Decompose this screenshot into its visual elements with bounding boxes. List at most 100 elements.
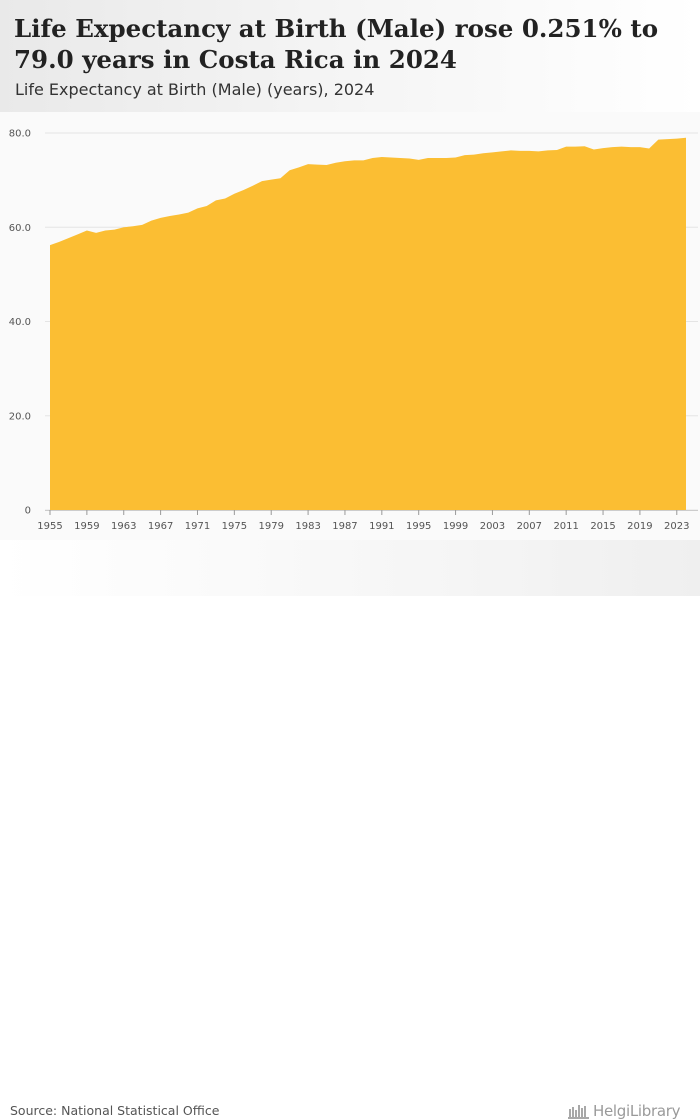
data-point (472, 153, 476, 157)
area-chart: 0 20.0 40.0 60.0 80.0 1955 1959 1963 1967 1971 19… (9, 129, 698, 532)
data-point (315, 163, 319, 167)
x-tick-label: 2003 (480, 521, 505, 532)
footer-bar: Source: National Statistical Office Helg… (0, 540, 700, 1120)
data-point (444, 156, 448, 160)
data-point (140, 223, 144, 227)
data-point (223, 197, 227, 201)
data-point (537, 149, 541, 153)
data-point (260, 179, 264, 183)
x-tick-label: 1983 (295, 521, 320, 532)
data-point (94, 231, 98, 235)
data-point (242, 188, 246, 192)
data-point (205, 204, 209, 208)
data-point (149, 219, 153, 223)
data-point (159, 216, 163, 220)
data-point (76, 232, 80, 236)
x-tick-label: 2007 (517, 521, 542, 532)
data-point (675, 137, 679, 141)
data-point (417, 158, 421, 162)
data-point (195, 206, 199, 210)
data-point (113, 228, 117, 232)
data-point (684, 136, 688, 140)
data-point (343, 159, 347, 163)
data-point (278, 176, 282, 180)
data-point (619, 145, 623, 149)
data-point (527, 149, 531, 153)
page-title: Life Expectancy at Birth (Male) rose 0.2… (14, 14, 659, 74)
data-point (186, 211, 190, 215)
data-point (647, 147, 651, 151)
data-point (251, 184, 255, 188)
library-logo-icon (568, 1105, 589, 1119)
data-point (610, 145, 614, 149)
x-tick-label: 1979 (258, 521, 283, 532)
data-point (435, 156, 439, 160)
data-point (306, 162, 310, 166)
x-tick-label: 1991 (369, 521, 394, 532)
data-point (398, 156, 402, 160)
x-tick-label: 1959 (74, 521, 99, 532)
data-point (297, 165, 301, 169)
x-axis: 1955 1959 1963 1967 1971 1975 1979 1983 1987 1991… (37, 510, 698, 532)
data-point (177, 213, 181, 217)
data-point (629, 145, 633, 149)
data-point (518, 149, 522, 153)
data-point (564, 145, 568, 149)
data-point (463, 153, 467, 157)
data-point (426, 156, 430, 160)
area-series (48, 136, 688, 510)
data-point (481, 151, 485, 155)
x-tick-label: 2011 (553, 521, 578, 532)
data-point (555, 148, 559, 152)
data-point (57, 240, 61, 244)
y-tick-label: 0 (25, 506, 31, 517)
data-point (66, 236, 70, 240)
x-tick-label: 1987 (332, 521, 357, 532)
data-point (592, 147, 596, 151)
y-tick-label: 40.0 (9, 317, 31, 328)
source-note: Source: National Statistical Office (10, 1103, 220, 1118)
chart-subtitle: Life Expectancy at Birth (Male) (years),… (15, 80, 375, 99)
data-point (389, 156, 393, 160)
data-point (407, 156, 411, 160)
data-point (601, 146, 605, 150)
x-tick-label: 1955 (37, 521, 62, 532)
data-point (583, 144, 587, 148)
y-tick-label: 80.0 (9, 129, 31, 140)
y-tick-label: 20.0 (9, 411, 31, 422)
data-point (288, 168, 292, 172)
data-point (454, 156, 458, 160)
data-point (269, 178, 273, 182)
data-point (546, 148, 550, 152)
x-tick-label: 1963 (111, 521, 136, 532)
area-series-fill (50, 137, 686, 510)
data-point (103, 229, 107, 233)
data-point (168, 214, 172, 218)
data-point (638, 145, 642, 149)
data-point (371, 156, 375, 160)
helgilibrary-logo[interactable]: HelgiLibrary (568, 1102, 681, 1120)
y-tick-label: 60.0 (9, 223, 31, 234)
data-point (131, 224, 135, 228)
x-tick-label: 1971 (185, 521, 210, 532)
data-point (232, 192, 236, 196)
data-point (122, 225, 126, 229)
data-point (656, 138, 660, 142)
x-tick-label: 1999 (443, 521, 468, 532)
data-point (380, 155, 384, 159)
logo-text: HelgiLibrary (593, 1102, 681, 1120)
data-point (361, 158, 365, 162)
x-tick-label: 2015 (590, 521, 615, 532)
data-point (509, 148, 513, 152)
data-point (666, 137, 670, 141)
data-point (352, 158, 356, 162)
data-point (48, 243, 52, 247)
x-tick-label: 2019 (627, 521, 652, 532)
data-point (500, 149, 504, 153)
x-tick-label: 1995 (406, 521, 431, 532)
x-tick-label: 1967 (148, 521, 173, 532)
data-point (214, 198, 218, 202)
x-tick-label: 2023 (664, 521, 689, 532)
data-point (85, 229, 89, 233)
header-banner: Life Expectancy at Birth (Male) rose 0.2… (0, 0, 700, 112)
